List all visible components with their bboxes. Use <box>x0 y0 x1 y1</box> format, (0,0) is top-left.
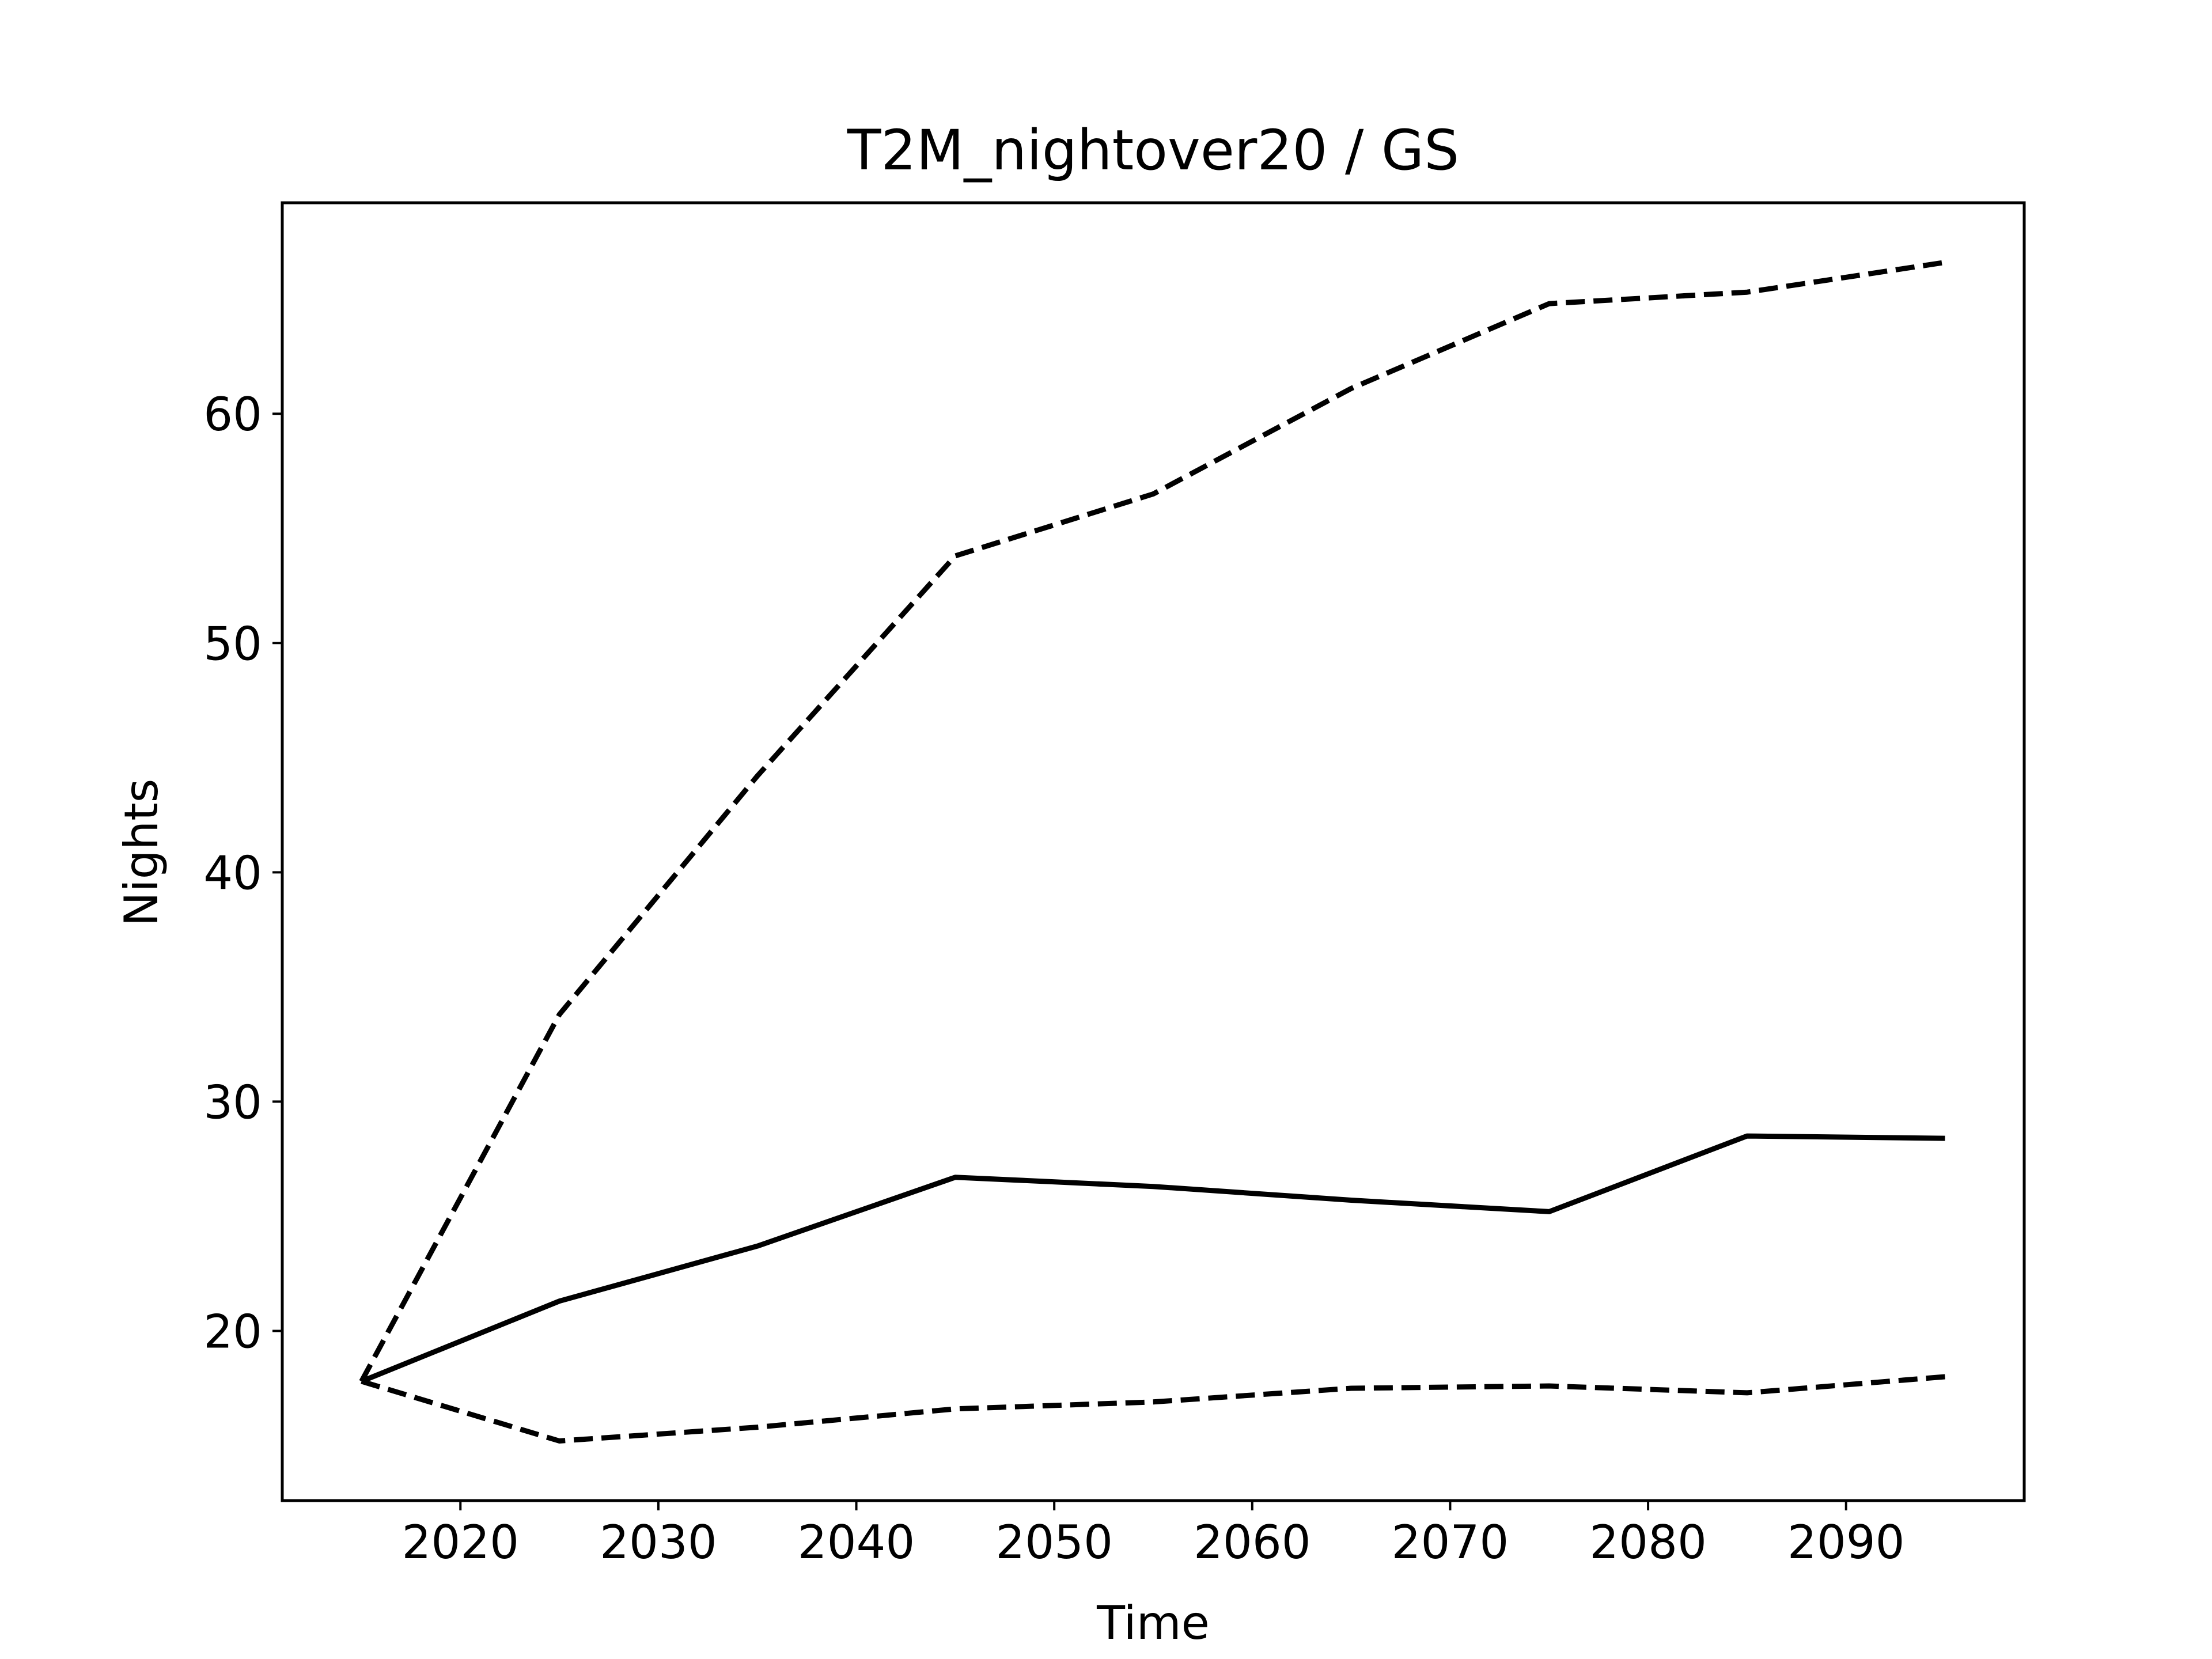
x-tick-label: 2030 <box>600 1516 717 1569</box>
series-line-0 <box>360 1133 1945 1384</box>
x-tick-label: 2080 <box>1589 1516 1707 1569</box>
plot-layer <box>359 260 1946 1444</box>
x-tick-label: 2060 <box>1194 1516 1311 1569</box>
y-tick-label: 60 <box>203 388 262 441</box>
axes-layer: 2020 2030 2040 2050 2060 2070 2080 209020304050… <box>203 388 1904 1569</box>
chart-title: T2M_nightover20 / GS <box>847 118 1459 183</box>
y-axis-title: Nights <box>115 779 168 927</box>
x-tick-label: 2050 <box>995 1516 1113 1569</box>
series-line-2 <box>361 1374 1945 1444</box>
y-tick-label: 50 <box>203 617 262 671</box>
series-line-1 <box>359 260 1946 1383</box>
x-tick-label: 2090 <box>1787 1516 1905 1569</box>
y-tick-label: 20 <box>203 1305 262 1358</box>
x-axis-title: Time <box>1096 1596 1210 1650</box>
y-tick-label: 30 <box>203 1075 262 1129</box>
x-tick-label: 2070 <box>1392 1516 1509 1569</box>
plot-frame <box>281 201 2026 1502</box>
x-tick-label: 2040 <box>798 1516 915 1569</box>
x-tick-label: 2020 <box>402 1516 519 1569</box>
y-tick-label: 40 <box>203 846 262 900</box>
